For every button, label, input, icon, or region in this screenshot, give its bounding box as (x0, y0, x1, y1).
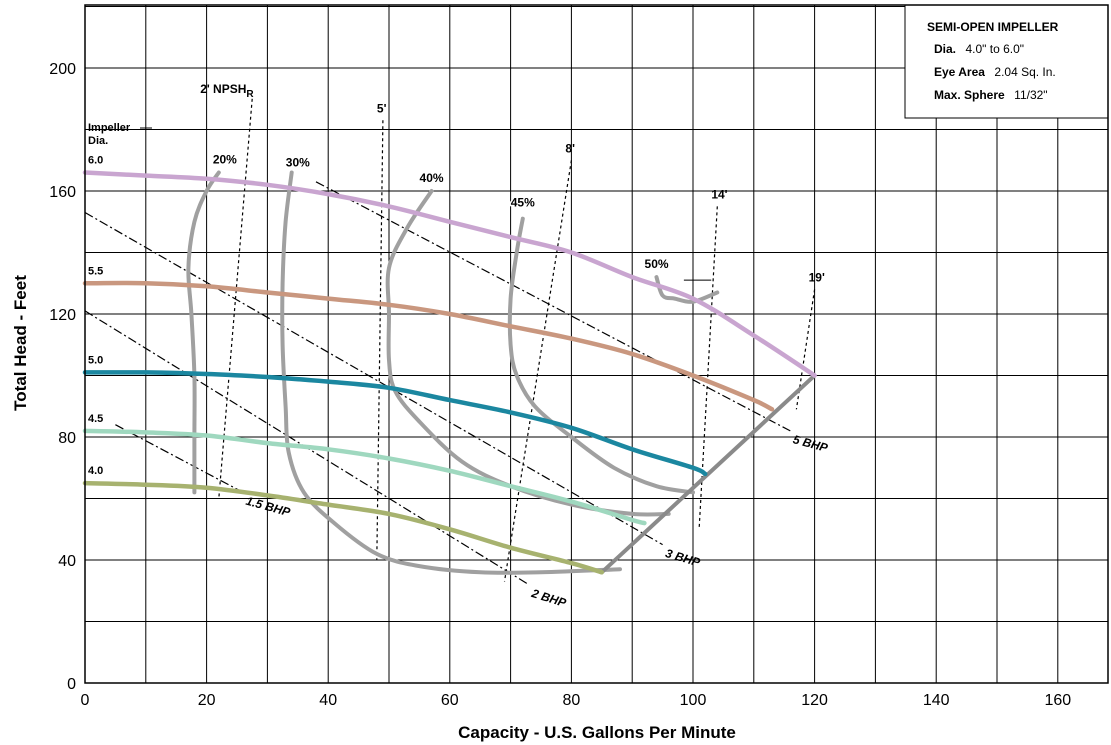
efficiency-label: 45% (511, 195, 535, 209)
x-axis-title: Capacity - U.S. Gallons Per Minute (458, 723, 736, 742)
x-tick-label: 20 (198, 692, 216, 709)
y-axis-title: Total Head - Feet (11, 275, 30, 411)
efficiency-curve (186, 170, 221, 495)
head-curves: 6.0 5.5 5.0 4.5 4.0 (82, 155, 817, 575)
impeller-label-line2: Dia. (88, 135, 108, 147)
head-curve-label: 5.0 (88, 354, 103, 366)
x-tick-label: 0 (81, 692, 90, 709)
head-curve-label: 5.5 (88, 265, 103, 277)
npsh-label: 19' (809, 270, 825, 284)
impeller-label-line1: Impeller (88, 122, 131, 134)
info-title: SEMI-OPEN IMPELLER (927, 20, 1059, 34)
npsh-label: 2' NPSHR (200, 82, 254, 100)
head-curve (82, 280, 775, 412)
info-box: SEMI-OPEN IMPELLER Dia. 4.0" to 6.0" Eye… (904, 4, 1109, 119)
npsh-line (795, 289, 816, 410)
head-curve (82, 370, 708, 477)
head-curve-label: 6.0 (88, 155, 103, 167)
y-tick-label: 200 (49, 61, 76, 78)
npsh-label: 14' (711, 187, 727, 201)
npsh-line (376, 120, 384, 561)
info-max-sphere: Max. Sphere 11/32" (934, 86, 1048, 103)
runout-line (599, 373, 817, 575)
tick-labels: 0 20 40 60 80 100 120 140 160 0 40 80 120 160 200 (49, 61, 1071, 709)
efficiency-label: 20% (213, 152, 237, 166)
info-dia: Dia. 4.0" to 6.0" (934, 40, 1024, 57)
npsh-line (503, 160, 572, 582)
x-tick-label: 60 (441, 692, 459, 709)
y-tick-label: 0 (67, 676, 76, 693)
x-tick-label: 160 (1044, 692, 1071, 709)
efficiency-curve (507, 216, 695, 495)
x-tick-label: 100 (680, 692, 707, 709)
efficiency-curve (654, 275, 720, 304)
npsh-line (218, 98, 253, 499)
y-tick-label: 80 (58, 430, 76, 447)
x-tick-label: 80 (563, 692, 581, 709)
npsh-label: 8' (565, 141, 575, 155)
efficiency-curve (385, 189, 671, 517)
x-tick-label: 40 (319, 692, 337, 709)
head-curve-label: 4.0 (88, 465, 103, 477)
head-curve (82, 170, 817, 378)
efficiency-label: 40% (420, 171, 444, 185)
efficiency-label: 50% (645, 257, 669, 271)
head-curve (82, 480, 605, 575)
bhp-line (115, 424, 244, 493)
npsh-label: 5' (377, 101, 387, 115)
bhp-line (315, 181, 791, 432)
npsh-subscript: R (246, 89, 254, 100)
plot-border (84, 4, 1109, 684)
head-curve-label: 4.5 (88, 413, 103, 425)
efficiency-curves: 20% 30% 40% 45% 50% (186, 151, 720, 575)
head-curve (82, 428, 647, 526)
runout-line (599, 373, 817, 575)
x-tick-label: 140 (923, 692, 950, 709)
npsh-lines: 2' NPSHR 5' 8' 14' 19' (200, 82, 825, 582)
x-tick-label: 120 (801, 692, 828, 709)
impeller-dia-label: Impeller Dia. (88, 122, 152, 147)
y-tick-label: 160 (49, 184, 76, 201)
efficiency-curve (280, 170, 622, 575)
y-tick-label: 120 (49, 307, 76, 324)
info-eye-area: Eye Area 2.04 Sq. In. (934, 63, 1056, 80)
y-tick-label: 40 (58, 553, 76, 570)
efficiency-label: 30% (286, 155, 310, 169)
